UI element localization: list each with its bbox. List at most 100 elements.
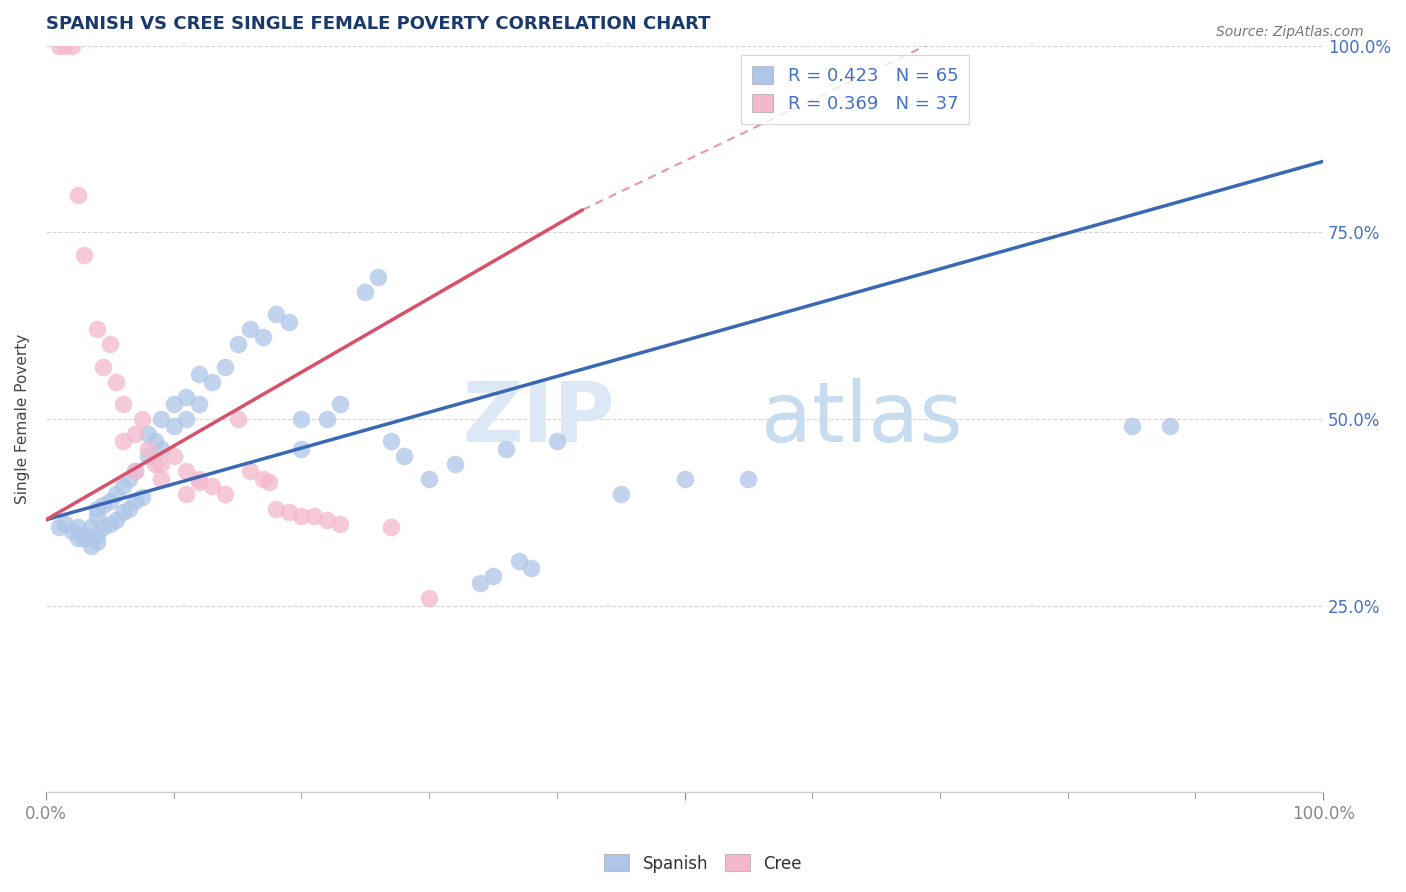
Point xyxy=(176,486,198,500)
Point xyxy=(98,494,121,508)
Point xyxy=(290,412,312,426)
Point xyxy=(143,434,166,449)
Point xyxy=(188,397,211,411)
Point xyxy=(418,591,440,606)
Point xyxy=(418,472,440,486)
Point xyxy=(86,509,108,524)
Point xyxy=(149,472,172,486)
Point xyxy=(239,322,262,336)
Point xyxy=(60,524,83,538)
Point xyxy=(66,520,89,534)
Legend: R = 0.423   N = 65, R = 0.369   N = 37: R = 0.423 N = 65, R = 0.369 N = 37 xyxy=(741,54,969,124)
Point xyxy=(316,513,339,527)
Point xyxy=(93,498,115,512)
Point xyxy=(264,308,287,322)
Point xyxy=(609,486,631,500)
Point xyxy=(259,475,281,490)
Point xyxy=(508,554,530,568)
Point xyxy=(290,509,312,524)
Point xyxy=(380,434,402,449)
Point xyxy=(329,516,352,531)
Point xyxy=(136,450,159,464)
Point xyxy=(520,561,543,575)
Point xyxy=(316,412,339,426)
Point xyxy=(86,322,108,336)
Point xyxy=(226,412,249,426)
Text: Source: ZipAtlas.com: Source: ZipAtlas.com xyxy=(1216,25,1364,39)
Point xyxy=(131,491,153,505)
Point xyxy=(111,434,134,449)
Point xyxy=(188,367,211,381)
Point xyxy=(105,486,128,500)
Point xyxy=(482,568,505,582)
Point xyxy=(188,475,211,490)
Point xyxy=(136,426,159,441)
Point xyxy=(149,412,172,426)
Point xyxy=(392,450,415,464)
Point xyxy=(124,464,146,478)
Point xyxy=(118,501,141,516)
Point xyxy=(60,38,83,53)
Point xyxy=(79,539,101,553)
Point xyxy=(105,375,128,389)
Point xyxy=(136,442,159,456)
Point xyxy=(149,457,172,471)
Point xyxy=(111,397,134,411)
Text: atlas: atlas xyxy=(761,378,963,459)
Point xyxy=(163,419,186,434)
Point xyxy=(367,270,389,285)
Point xyxy=(149,442,172,456)
Y-axis label: Single Female Poverty: Single Female Poverty xyxy=(15,334,30,504)
Legend: Spanish, Cree: Spanish, Cree xyxy=(598,847,808,880)
Point xyxy=(380,520,402,534)
Point xyxy=(443,457,465,471)
Point xyxy=(86,535,108,549)
Point xyxy=(124,494,146,508)
Point xyxy=(66,188,89,202)
Point xyxy=(86,501,108,516)
Point xyxy=(546,434,568,449)
Point xyxy=(79,520,101,534)
Point xyxy=(239,464,262,478)
Point xyxy=(143,457,166,471)
Point xyxy=(93,359,115,374)
Point xyxy=(53,38,76,53)
Point xyxy=(214,486,236,500)
Point xyxy=(93,520,115,534)
Point xyxy=(163,450,186,464)
Point xyxy=(98,337,121,351)
Point xyxy=(252,472,274,486)
Point xyxy=(470,576,492,591)
Point xyxy=(73,527,96,541)
Point xyxy=(111,505,134,519)
Point xyxy=(176,412,198,426)
Point xyxy=(73,532,96,546)
Point xyxy=(277,315,299,329)
Point xyxy=(66,532,89,546)
Point xyxy=(163,397,186,411)
Point xyxy=(252,330,274,344)
Point xyxy=(111,479,134,493)
Point xyxy=(1159,419,1181,434)
Point xyxy=(290,442,312,456)
Point xyxy=(176,390,198,404)
Text: SPANISH VS CREE SINGLE FEMALE POVERTY CORRELATION CHART: SPANISH VS CREE SINGLE FEMALE POVERTY CO… xyxy=(46,15,710,33)
Point xyxy=(48,38,70,53)
Point xyxy=(673,472,696,486)
Point xyxy=(105,513,128,527)
Point xyxy=(214,359,236,374)
Point xyxy=(329,397,352,411)
Point xyxy=(98,516,121,531)
Point xyxy=(124,464,146,478)
Point xyxy=(302,509,325,524)
Point xyxy=(176,464,198,478)
Point xyxy=(131,412,153,426)
Point xyxy=(86,527,108,541)
Text: ZIP: ZIP xyxy=(461,378,614,459)
Point xyxy=(226,337,249,351)
Point xyxy=(53,516,76,531)
Point xyxy=(737,472,759,486)
Point xyxy=(354,285,377,299)
Point xyxy=(118,472,141,486)
Point xyxy=(201,479,224,493)
